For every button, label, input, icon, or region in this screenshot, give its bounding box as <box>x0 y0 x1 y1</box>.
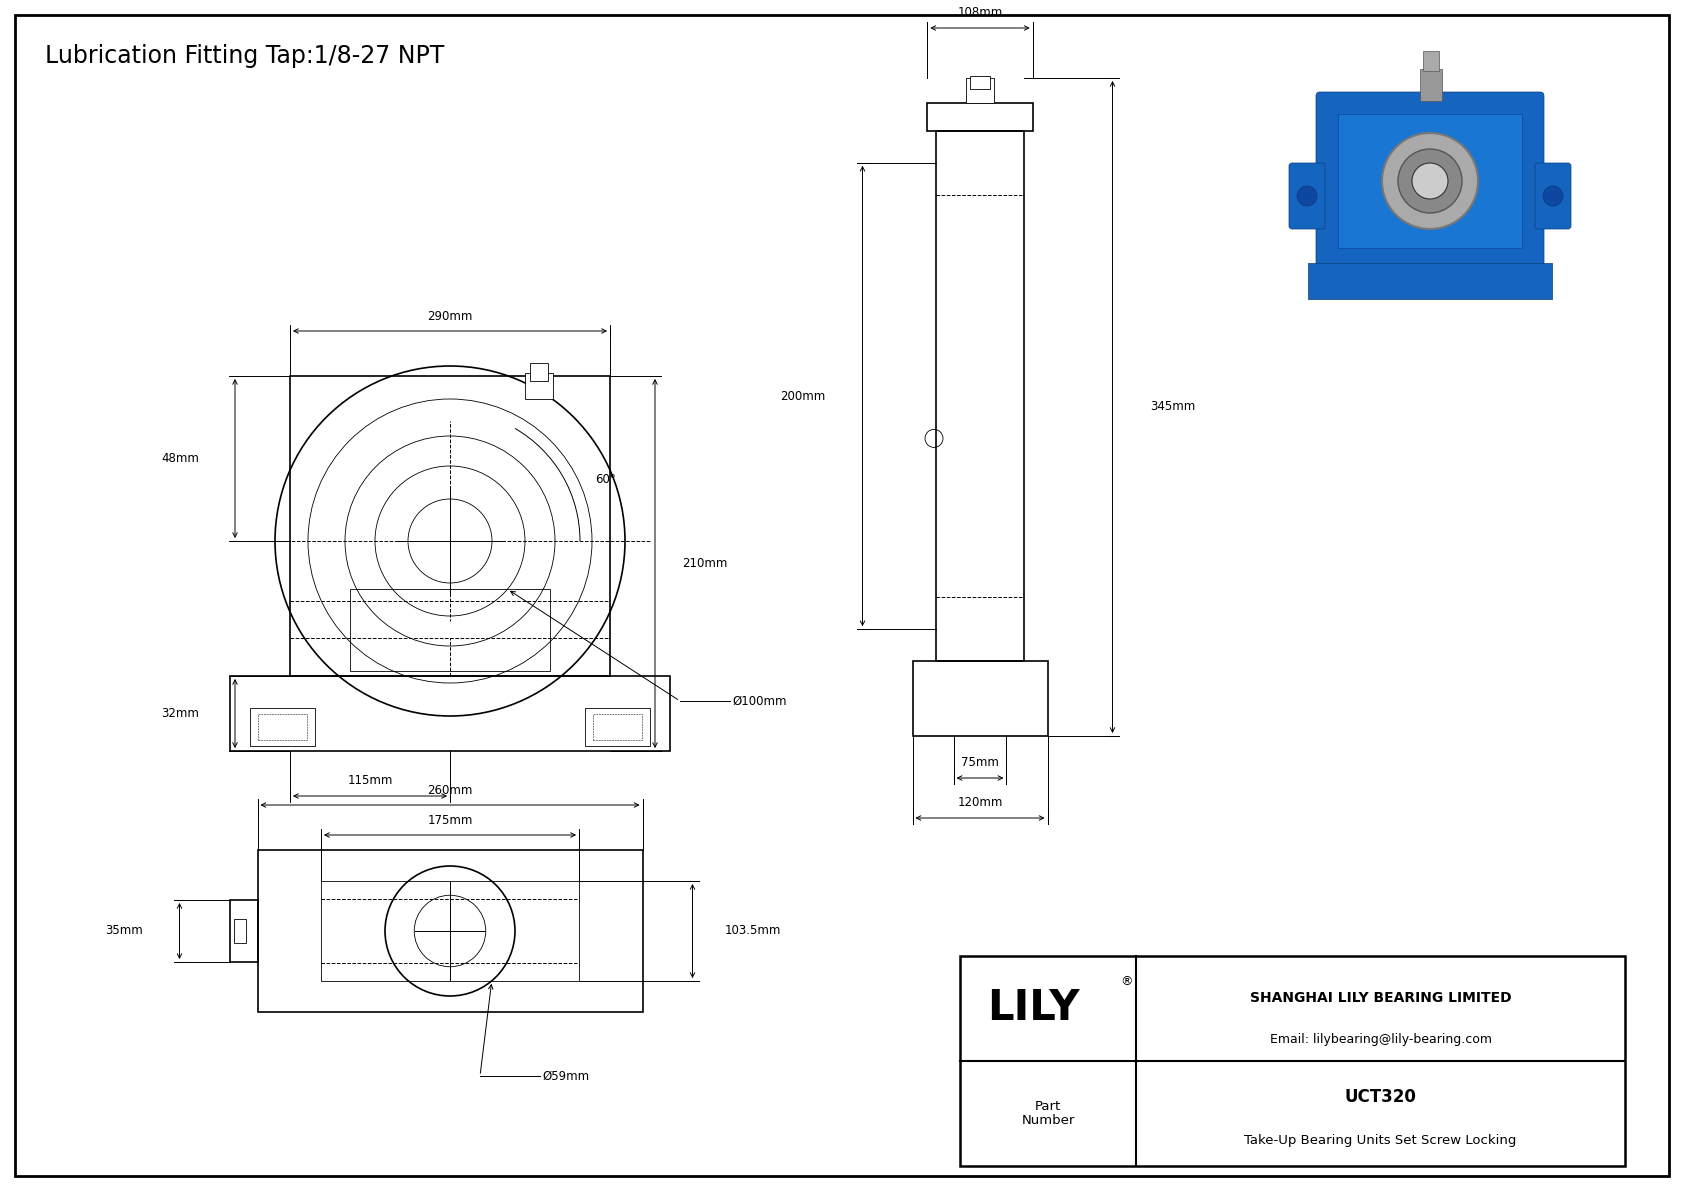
Text: SHANGHAI LILY BEARING LIMITED: SHANGHAI LILY BEARING LIMITED <box>1250 991 1512 1005</box>
FancyBboxPatch shape <box>1536 163 1571 229</box>
FancyBboxPatch shape <box>1288 163 1325 229</box>
Bar <box>249 707 315 746</box>
Bar <box>1290 56 1580 311</box>
Text: 290mm: 290mm <box>428 310 473 323</box>
Text: 108mm: 108mm <box>958 6 1002 19</box>
Text: 60°: 60° <box>594 473 616 486</box>
Bar <box>229 900 258 962</box>
Text: 210mm: 210mm <box>682 557 727 570</box>
Text: Lubrication Fitting Tap:1/8-27 NPT: Lubrication Fitting Tap:1/8-27 NPT <box>45 44 445 68</box>
Text: ®: ® <box>1120 974 1133 987</box>
Circle shape <box>1398 149 1462 213</box>
Bar <box>593 713 642 740</box>
Bar <box>928 102 1032 131</box>
Text: 175mm: 175mm <box>428 813 473 827</box>
Text: 35mm: 35mm <box>106 924 143 937</box>
Bar <box>258 713 306 740</box>
Bar <box>524 374 552 399</box>
Circle shape <box>1383 133 1479 229</box>
FancyBboxPatch shape <box>1315 92 1544 270</box>
Text: Part
Number: Part Number <box>1022 1099 1074 1128</box>
Bar <box>1423 51 1440 71</box>
Bar <box>960 956 1625 1166</box>
Text: 345mm: 345mm <box>1150 400 1196 413</box>
Bar <box>258 850 643 1012</box>
Bar <box>234 919 246 943</box>
Text: 260mm: 260mm <box>428 784 473 797</box>
Text: 115mm: 115mm <box>347 774 392 787</box>
Bar <box>231 676 670 752</box>
Text: 103.5mm: 103.5mm <box>724 924 781 937</box>
Text: UCT320: UCT320 <box>1346 1087 1416 1105</box>
Text: LILY: LILY <box>987 987 1079 1029</box>
Text: 120mm: 120mm <box>957 797 1002 810</box>
Circle shape <box>1411 163 1448 199</box>
Bar <box>1420 69 1442 101</box>
Text: Take-Up Bearing Units Set Screw Locking: Take-Up Bearing Units Set Screw Locking <box>1244 1134 1517 1147</box>
Text: 75mm: 75mm <box>962 756 999 769</box>
Bar <box>1308 263 1553 299</box>
Circle shape <box>1297 186 1317 206</box>
Bar <box>529 363 547 381</box>
Circle shape <box>1543 186 1563 206</box>
Bar <box>350 590 551 671</box>
Text: Email: lilybearing@lily-bearing.com: Email: lilybearing@lily-bearing.com <box>1270 1034 1492 1047</box>
Text: Ø59mm: Ø59mm <box>542 1070 589 1083</box>
Text: 48mm: 48mm <box>162 453 199 464</box>
Text: 32mm: 32mm <box>162 707 199 721</box>
Bar <box>913 661 1047 736</box>
Text: 200mm: 200mm <box>780 389 825 403</box>
Bar <box>322 881 579 981</box>
Bar <box>936 131 1024 661</box>
Bar <box>584 707 650 746</box>
Bar <box>970 75 990 89</box>
Bar <box>967 77 994 102</box>
Text: Ø100mm: Ø100mm <box>733 694 786 707</box>
Bar <box>1339 114 1522 248</box>
Bar <box>290 376 610 676</box>
